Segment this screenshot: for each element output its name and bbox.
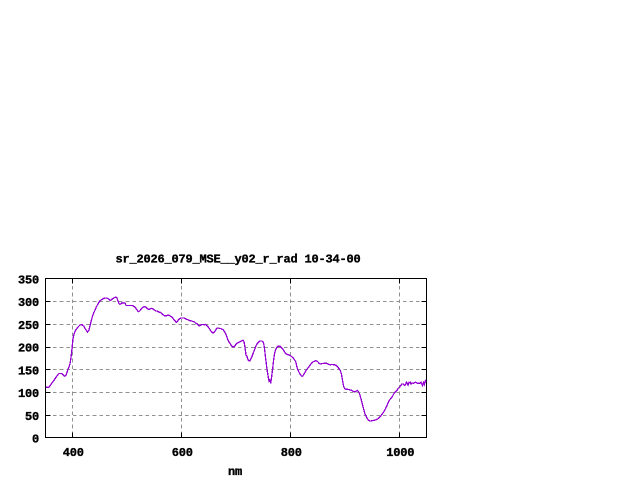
svg-text:100: 100 [18,387,39,401]
svg-text:400: 400 [63,446,84,460]
svg-text:350: 350 [18,274,39,288]
svg-text:200: 200 [18,342,39,356]
svg-text:600: 600 [172,446,193,460]
svg-text:250: 250 [18,319,39,333]
svg-text:50: 50 [25,410,39,424]
svg-text:1000: 1000 [386,446,414,460]
svg-text:150: 150 [18,364,39,378]
svg-text:nm: nm [228,465,242,479]
svg-text:sr_2026_079_MSE__y02_r_rad 10-: sr_2026_079_MSE__y02_r_rad 10-34-00 [115,252,360,266]
svg-text:800: 800 [281,446,302,460]
svg-text:0: 0 [32,433,39,447]
svg-text:300: 300 [18,296,39,310]
